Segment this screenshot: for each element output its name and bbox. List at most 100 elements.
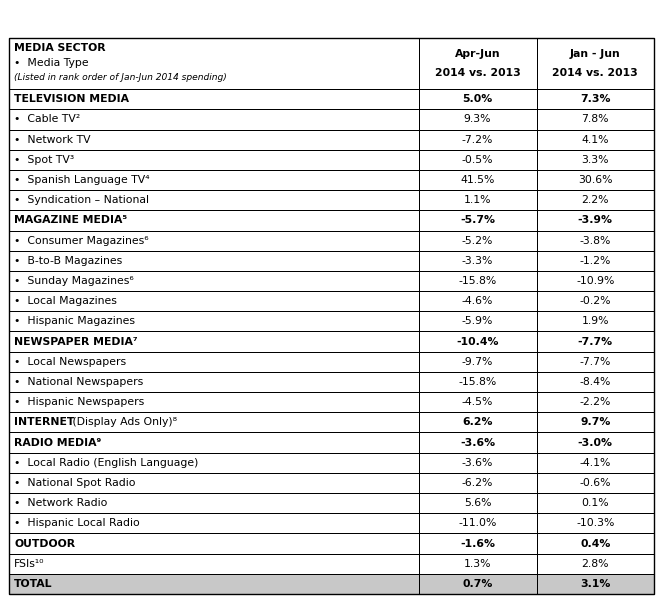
Bar	[536, 38, 654, 89]
Text: -0.5%: -0.5%	[462, 155, 493, 165]
Bar	[9, 352, 418, 372]
Text: FSIs¹⁰: FSIs¹⁰	[15, 559, 45, 569]
Text: 1.9%: 1.9%	[581, 316, 609, 326]
Bar	[418, 271, 536, 291]
Bar	[418, 251, 536, 271]
Text: •  Hispanic Local Radio: • Hispanic Local Radio	[15, 518, 140, 529]
Text: •  Hispanic Magazines: • Hispanic Magazines	[15, 316, 135, 326]
Text: -6.2%: -6.2%	[462, 478, 493, 488]
Text: MAGAZINE MEDIA⁵: MAGAZINE MEDIA⁵	[15, 215, 127, 226]
Text: -10.9%: -10.9%	[576, 276, 615, 286]
Bar	[9, 372, 418, 392]
Bar	[9, 211, 418, 230]
Bar	[536, 190, 654, 211]
Bar	[9, 271, 418, 291]
Bar	[536, 150, 654, 170]
Text: 3.3%: 3.3%	[581, 155, 609, 165]
Text: •  Spot TV³: • Spot TV³	[15, 155, 74, 165]
Bar	[536, 372, 654, 392]
Bar	[9, 473, 418, 493]
Text: -7.7%: -7.7%	[577, 337, 613, 347]
Text: -5.9%: -5.9%	[462, 316, 493, 326]
Text: 5.6%: 5.6%	[464, 498, 491, 508]
Text: -5.2%: -5.2%	[462, 236, 493, 245]
Bar	[418, 230, 536, 251]
Text: •  Syndication – National: • Syndication – National	[15, 195, 149, 205]
Bar	[418, 38, 536, 89]
Text: -3.0%: -3.0%	[578, 437, 613, 448]
Bar	[418, 433, 536, 452]
Text: -3.9%: -3.9%	[578, 215, 613, 226]
Text: •  Sunday Magazines⁶: • Sunday Magazines⁶	[15, 276, 134, 286]
Text: INTERNET: INTERNET	[15, 418, 75, 427]
Bar	[536, 251, 654, 271]
Bar	[418, 513, 536, 533]
Text: •  Hispanic Newspapers: • Hispanic Newspapers	[15, 397, 145, 407]
Bar	[418, 412, 536, 433]
Bar	[9, 38, 418, 89]
Bar	[418, 554, 536, 574]
Text: Jan - Jun: Jan - Jun	[570, 49, 621, 59]
Bar	[418, 170, 536, 190]
Text: 2.8%: 2.8%	[581, 559, 609, 569]
Text: 9.3%: 9.3%	[464, 115, 491, 124]
Text: -3.3%: -3.3%	[462, 256, 493, 266]
Text: -0.6%: -0.6%	[579, 478, 611, 488]
Text: -3.6%: -3.6%	[462, 458, 493, 468]
Bar	[418, 291, 536, 311]
Text: •  Network Radio: • Network Radio	[15, 498, 107, 508]
Bar	[9, 170, 418, 190]
Text: 2014 vs. 2013: 2014 vs. 2013	[435, 68, 520, 78]
Text: 0.1%: 0.1%	[581, 498, 609, 508]
Text: -4.6%: -4.6%	[462, 296, 493, 306]
Bar	[418, 311, 536, 331]
Bar	[418, 109, 536, 130]
Bar	[9, 130, 418, 150]
Bar	[536, 311, 654, 331]
Text: Apr-Jun: Apr-Jun	[455, 49, 501, 59]
Bar	[418, 452, 536, 473]
Text: 9.7%: 9.7%	[580, 418, 611, 427]
Bar	[418, 211, 536, 230]
Bar	[536, 211, 654, 230]
Text: •  Media Type: • Media Type	[15, 58, 89, 68]
Bar	[9, 493, 418, 513]
Bar	[9, 452, 418, 473]
Text: 6.2%: 6.2%	[462, 418, 493, 427]
Bar	[418, 150, 536, 170]
Bar	[536, 392, 654, 412]
Text: OUTDOOR: OUTDOOR	[15, 539, 76, 548]
Text: 5.0%: 5.0%	[463, 94, 493, 104]
Text: 0.4%: 0.4%	[580, 539, 611, 548]
Text: -1.6%: -1.6%	[460, 539, 495, 548]
Bar	[418, 372, 536, 392]
Text: •  B-to-B Magazines: • B-to-B Magazines	[15, 256, 123, 266]
Bar	[9, 89, 418, 109]
Bar	[536, 230, 654, 251]
Text: •  National Newspapers: • National Newspapers	[15, 377, 144, 387]
Text: •  Spanish Language TV⁴: • Spanish Language TV⁴	[15, 175, 150, 185]
Text: •  Local Newspapers: • Local Newspapers	[15, 357, 127, 367]
Text: -15.8%: -15.8%	[459, 377, 497, 387]
Bar	[9, 150, 418, 170]
Bar	[536, 109, 654, 130]
Bar	[536, 89, 654, 109]
Bar	[9, 392, 418, 412]
Text: 3.1%: 3.1%	[580, 579, 611, 589]
Text: -5.7%: -5.7%	[460, 215, 495, 226]
Text: 2.2%: 2.2%	[581, 195, 609, 205]
Bar	[536, 170, 654, 190]
Bar	[536, 271, 654, 291]
Bar	[536, 473, 654, 493]
Bar	[418, 493, 536, 513]
Bar	[9, 230, 418, 251]
Text: (Display Ads Only)⁸: (Display Ads Only)⁸	[69, 418, 176, 427]
Text: (Listed in rank order of Jan-Jun 2014 spending): (Listed in rank order of Jan-Jun 2014 sp…	[15, 73, 227, 82]
Bar	[9, 109, 418, 130]
Text: •  Local Radio (English Language): • Local Radio (English Language)	[15, 458, 199, 468]
Text: •  Network TV: • Network TV	[15, 134, 91, 145]
Text: -10.3%: -10.3%	[576, 518, 615, 529]
Bar	[9, 513, 418, 533]
Text: TELEVISION MEDIA: TELEVISION MEDIA	[15, 94, 129, 104]
Bar	[536, 513, 654, 533]
